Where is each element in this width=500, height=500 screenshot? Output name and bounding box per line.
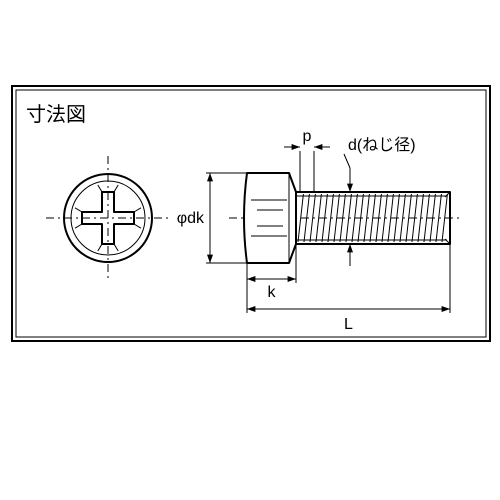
svg-text:L: L xyxy=(344,316,353,333)
svg-text:p: p xyxy=(303,128,312,145)
svg-text:φdk: φdk xyxy=(177,210,205,227)
diagram-canvas: 寸法図 φdkpd(ねじ径)kL xyxy=(0,0,500,500)
diagram-svg: φdk p d(ねじ径) k L xyxy=(0,0,500,500)
svg-text:k: k xyxy=(268,284,277,301)
svg-text:d(ねじ径): d(ねじ径) xyxy=(348,136,416,154)
